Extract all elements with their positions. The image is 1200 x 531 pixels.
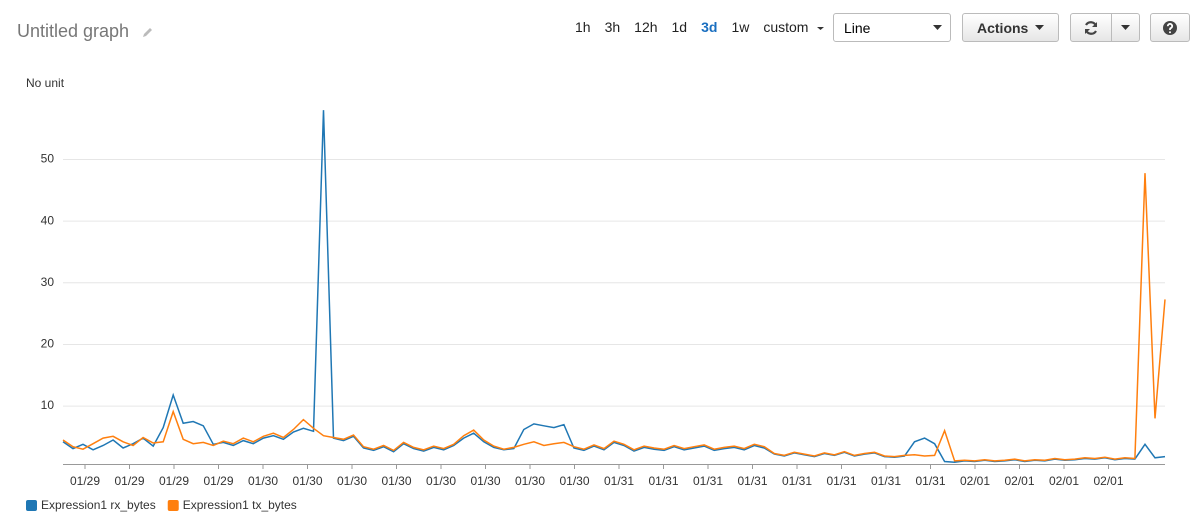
x-tick-label: 01/29 (70, 474, 100, 488)
x-tick-label: 01/31 (826, 474, 856, 488)
range-option[interactable]: 12h (634, 19, 658, 35)
x-tick-label: 02/01 (1093, 474, 1123, 488)
series-line (62, 110, 1166, 463)
legend-label: Expression1 rx_bytes (41, 498, 156, 512)
range-option[interactable]: custom (763, 19, 809, 35)
y-tick-label: 20 (41, 337, 55, 351)
x-tick-label: 02/01 (1049, 474, 1079, 488)
caret (933, 25, 942, 30)
help-icon (1163, 20, 1177, 35)
x-tick-label: 01/31 (693, 474, 723, 488)
caret (817, 27, 825, 30)
edit-icon[interactable] (142, 26, 154, 38)
refresh-icon (1084, 20, 1098, 35)
legend-swatch (26, 500, 37, 511)
x-tick-label: 01/30 (292, 474, 322, 488)
button-label: Actions (977, 19, 1029, 36)
x-tick-label: 01/30 (337, 474, 367, 488)
x-tick-label: 01/29 (203, 474, 233, 488)
x-tick-label: 01/30 (248, 474, 278, 488)
refresh-button[interactable] (1070, 13, 1112, 42)
time-ranges: 1h 3h 12h 1d 3d 1w custom (568, 19, 827, 35)
x-tick-label: 01/30 (470, 474, 500, 488)
x-tick-label: 01/31 (871, 474, 901, 488)
x-tick-label: 02/01 (960, 474, 990, 488)
x-tick-label: 01/31 (648, 474, 678, 488)
x-tick-label: 02/01 (1004, 474, 1034, 488)
refresh-options[interactable] (1111, 13, 1140, 42)
select-value: Line (844, 19, 871, 36)
x-tick-label: 01/30 (559, 474, 589, 488)
x-tick-label: 01/31 (915, 474, 945, 488)
x-tick-label: 01/30 (515, 474, 545, 488)
unit-label: No unit (26, 76, 65, 90)
legend-label: Expression1 tx_bytes (183, 498, 297, 512)
x-tick-label: 01/31 (604, 474, 634, 488)
y-tick-label: 30 (41, 275, 55, 289)
x-tick-label: 01/29 (114, 474, 144, 488)
range-option[interactable]: 3d (701, 19, 718, 35)
graph-title[interactable]: Untitled graph (17, 21, 130, 41)
chart-style-select[interactable]: Line (833, 13, 951, 42)
x-tick-label: 01/31 (782, 474, 812, 488)
series-line (62, 173, 1166, 462)
y-tick-label: 40 (41, 213, 55, 227)
x-tick-label: 01/29 (159, 474, 189, 488)
help-button[interactable] (1150, 13, 1190, 42)
range-option[interactable]: 1h (575, 19, 591, 35)
caret (1035, 25, 1044, 30)
range-option[interactable]: 3h (604, 19, 621, 35)
x-tick-label: 01/31 (737, 474, 767, 488)
range-option[interactable]: 1d (671, 19, 688, 35)
legend-swatch (167, 500, 179, 511)
y-tick-label: 50 (41, 152, 55, 166)
y-tick-label: 10 (41, 398, 55, 412)
x-tick-label: 01/30 (381, 474, 411, 488)
range-option[interactable]: 1w (731, 19, 750, 35)
caret (1121, 25, 1130, 30)
actions-button[interactable]: Actions (962, 13, 1059, 42)
x-tick-label: 01/30 (426, 474, 456, 488)
